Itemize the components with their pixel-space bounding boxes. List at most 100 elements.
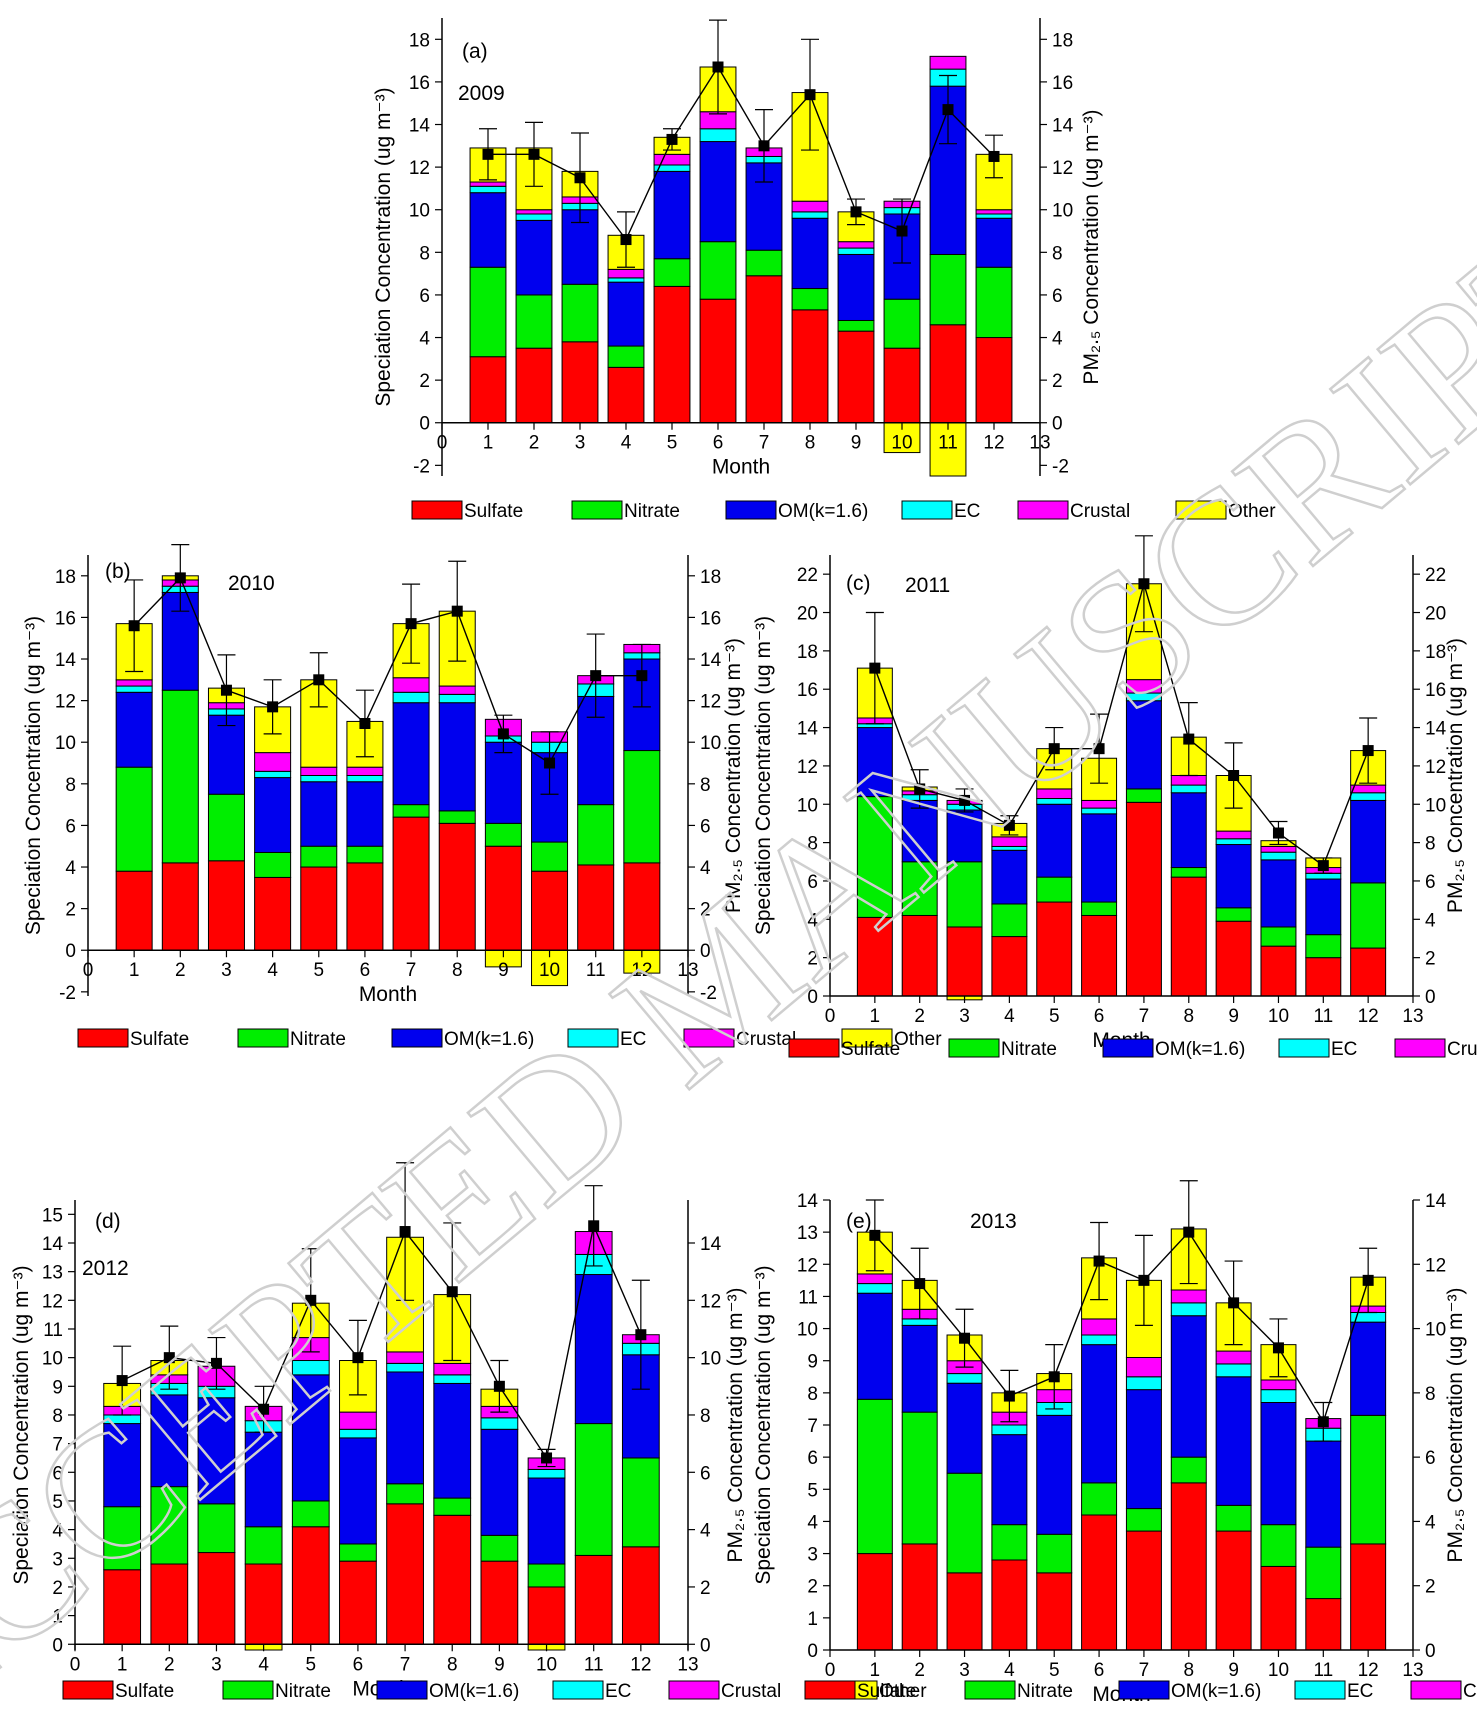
y-tick-label: 5 xyxy=(807,1480,818,1501)
bar-Sulfate-6 xyxy=(699,298,737,424)
y-tick-label: 10 xyxy=(42,1349,63,1370)
x-tick-label: 10 xyxy=(1268,1660,1289,1681)
bar-Nitrate-6 xyxy=(346,845,384,864)
bar-OM(k=1.6)-6 xyxy=(339,1437,377,1545)
bar-Sulfate-12 xyxy=(621,1546,660,1645)
x-tick-label: 8 xyxy=(1183,1006,1194,1027)
bar-Sulfate-5 xyxy=(1036,1572,1073,1651)
y-tick-label: 14 xyxy=(55,650,77,671)
bar-Sulfate-8 xyxy=(438,822,476,951)
y-tick-label: 9 xyxy=(52,1377,63,1398)
bar-OM(k=1.6)-1 xyxy=(115,691,153,768)
bar-Nitrate-7 xyxy=(392,804,430,818)
bar-OM(k=1.6)-11 xyxy=(574,1274,613,1425)
bar-EC-11 xyxy=(1305,872,1342,880)
bar-Crustal-9 xyxy=(837,241,875,249)
pm25-point-4 xyxy=(1003,1390,1015,1402)
pm25-point-1 xyxy=(869,662,881,674)
legend-label-Sulfate: Sulfate xyxy=(130,1029,189,1050)
pm25-point-6 xyxy=(1093,743,1105,755)
bar-Sulfate-1 xyxy=(115,870,153,951)
bar-EC-1 xyxy=(469,185,507,194)
x-tick-label: 0 xyxy=(437,433,448,454)
legend-label-Nitrate: Nitrate xyxy=(624,501,680,522)
legend-label-Sulfate: Sulfate xyxy=(464,501,523,522)
bar-EC-12 xyxy=(1350,792,1387,801)
bar-Sulfate-6 xyxy=(346,862,384,951)
x-tick-label: 10 xyxy=(1268,1006,1289,1027)
bar-Nitrate-6 xyxy=(1081,1482,1118,1516)
bar-OM(k=1.6)-4 xyxy=(254,777,292,853)
y-tick-label: 10 xyxy=(797,1320,818,1341)
y2-tick-label: 6 xyxy=(700,816,711,837)
y-tick-label: 2 xyxy=(419,371,430,392)
y-tick-label: 8 xyxy=(807,1384,818,1405)
legend-swatch-Nitrate xyxy=(948,1038,1000,1058)
bar-Sulfate-4 xyxy=(991,936,1028,997)
panel-label: (e) xyxy=(846,1210,872,1233)
bar-EC-7 xyxy=(1125,1376,1162,1391)
y-tick-label: 0 xyxy=(807,1641,818,1662)
bar-Sulfate-5 xyxy=(653,285,691,424)
y2-tick-label: 10 xyxy=(1052,201,1073,222)
x-tick-label: 4 xyxy=(258,1654,269,1675)
y-tick-label: 14 xyxy=(42,1234,64,1255)
pm25-point-12 xyxy=(636,670,648,682)
legend-swatch-Sulfate xyxy=(788,1038,840,1058)
pm25-point-5 xyxy=(305,1294,317,1306)
bar-Sulfate-9 xyxy=(480,1560,519,1645)
bar-Sulfate-2 xyxy=(901,1543,938,1651)
legend-label-Nitrate: Nitrate xyxy=(1017,1681,1073,1702)
bar-OM(k=1.6)-2 xyxy=(901,1324,938,1413)
legend-label-Other: Other xyxy=(879,1681,927,1702)
bar-OM(k=1.6)-12 xyxy=(975,217,1013,268)
y2-tick-label: 4 xyxy=(1052,329,1063,350)
bar-Other-10 xyxy=(531,949,569,987)
pm25-point-11 xyxy=(1317,1416,1329,1428)
x-tick-label: 0 xyxy=(83,960,94,981)
bar-Crustal-5 xyxy=(653,153,691,166)
y2-tick-label: 10 xyxy=(1425,1320,1446,1341)
bar-Sulfate-2 xyxy=(515,347,553,424)
x-axis-title: Month xyxy=(359,983,417,1006)
bar-OM(k=1.6)-6 xyxy=(1081,1344,1118,1484)
bar-Sulfate-10 xyxy=(527,1586,566,1645)
legend-label-EC: EC xyxy=(605,1681,631,1702)
x-tick-label: 5 xyxy=(305,1654,316,1675)
x-tick-label: 1 xyxy=(117,1654,128,1675)
legend-swatch-Nitrate xyxy=(964,1680,1016,1700)
bar-Nitrate-3 xyxy=(946,1472,983,1574)
y-axis-title: Speciation Concentration (ug m⁻³) xyxy=(372,87,395,406)
legend-swatch-EC xyxy=(901,500,953,520)
bar-Crustal-12 xyxy=(975,209,1013,215)
y2-tick-label: 8 xyxy=(700,1406,711,1427)
bar-Sulfate-4 xyxy=(607,366,645,424)
bar-Sulfate-10 xyxy=(883,347,921,424)
bar-EC-9 xyxy=(837,247,875,255)
bar-Sulfate-11 xyxy=(577,864,615,951)
y2-tick-label: 18 xyxy=(1425,642,1446,663)
bar-Sulfate-4 xyxy=(244,1563,283,1645)
y-tick-label: 2 xyxy=(65,900,76,921)
bar-OM(k=1.6)-3 xyxy=(946,809,983,863)
x-tick-label: 9 xyxy=(498,960,509,981)
bar-Nitrate-10 xyxy=(527,1563,566,1588)
y2-tick-label: 14 xyxy=(1052,116,1074,137)
y2-tick-label: -2 xyxy=(700,983,717,1004)
bar-OM(k=1.6)-3 xyxy=(946,1382,983,1474)
bar-Sulfate-2 xyxy=(150,1563,189,1645)
bar-OM(k=1.6)-1 xyxy=(103,1423,142,1508)
bar-Crustal-10 xyxy=(1260,845,1297,853)
legend-swatch-Crustal xyxy=(683,1028,735,1048)
bar-Sulfate-8 xyxy=(433,1514,472,1645)
legend-swatch-Other xyxy=(841,1028,893,1048)
bar-Sulfate-4 xyxy=(991,1559,1028,1651)
bar-Sulfate-2 xyxy=(901,914,938,997)
y-tick-label: 4 xyxy=(65,858,76,879)
x-tick-label: 7 xyxy=(1139,1660,1150,1681)
x-tick-label: 4 xyxy=(1004,1660,1015,1681)
y-tick-label: 10 xyxy=(797,795,818,816)
y2-tick-label: 8 xyxy=(700,775,711,796)
pm25-point-11 xyxy=(590,670,602,682)
legend-swatch-Crustal xyxy=(1394,1038,1446,1058)
